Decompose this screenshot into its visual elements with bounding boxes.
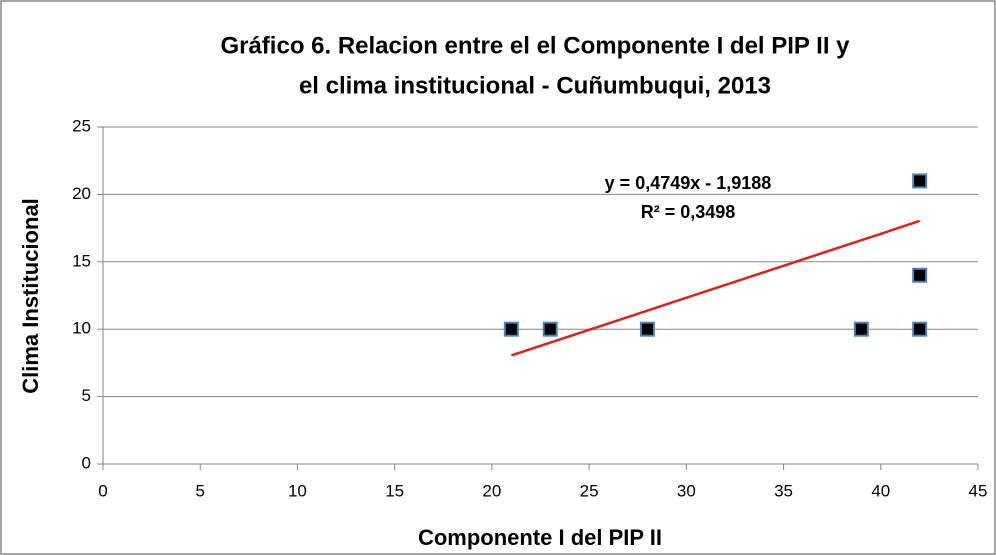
x-tick-label: 35: [774, 481, 793, 500]
x-tick-label: 40: [871, 481, 890, 500]
scatter-point: [912, 173, 928, 189]
scatter-point: [542, 321, 558, 337]
y-tick-label: 15: [72, 251, 91, 270]
trend-equation: y = 0,4749x - 1,9188: [605, 173, 772, 193]
y-tick-label: 10: [72, 319, 91, 338]
scatter-point: [639, 321, 655, 337]
x-tick-label: 30: [677, 481, 696, 500]
x-tick-label: 15: [385, 481, 404, 500]
y-tick-label: 5: [82, 386, 91, 405]
x-tick-label: 20: [482, 481, 501, 500]
scatter-point: [912, 267, 928, 283]
scatter-point: [912, 321, 928, 337]
x-tick-label: 10: [288, 481, 307, 500]
trend-r-squared: R² = 0,3498: [641, 202, 736, 222]
x-axis-label: Componente I del PIP II: [418, 525, 662, 550]
x-tick-label: 5: [195, 481, 204, 500]
x-tick-label: 0: [98, 481, 107, 500]
chart-title: el clima institucional - Cuñumbuqui, 201…: [299, 72, 771, 99]
y-axis-label: Clima Institucional: [18, 198, 43, 394]
y-tick-label: 20: [72, 184, 91, 203]
x-tick-label: 45: [969, 481, 988, 500]
y-tick-label: 0: [82, 453, 91, 472]
x-tick-label: 25: [580, 481, 599, 500]
chart-title: Gráfico 6. Relacion entre el el Componen…: [220, 32, 850, 59]
scatter-point: [853, 321, 869, 337]
scatter-point: [503, 321, 519, 337]
trendline: [510, 219, 921, 357]
y-tick-label: 25: [72, 116, 91, 135]
